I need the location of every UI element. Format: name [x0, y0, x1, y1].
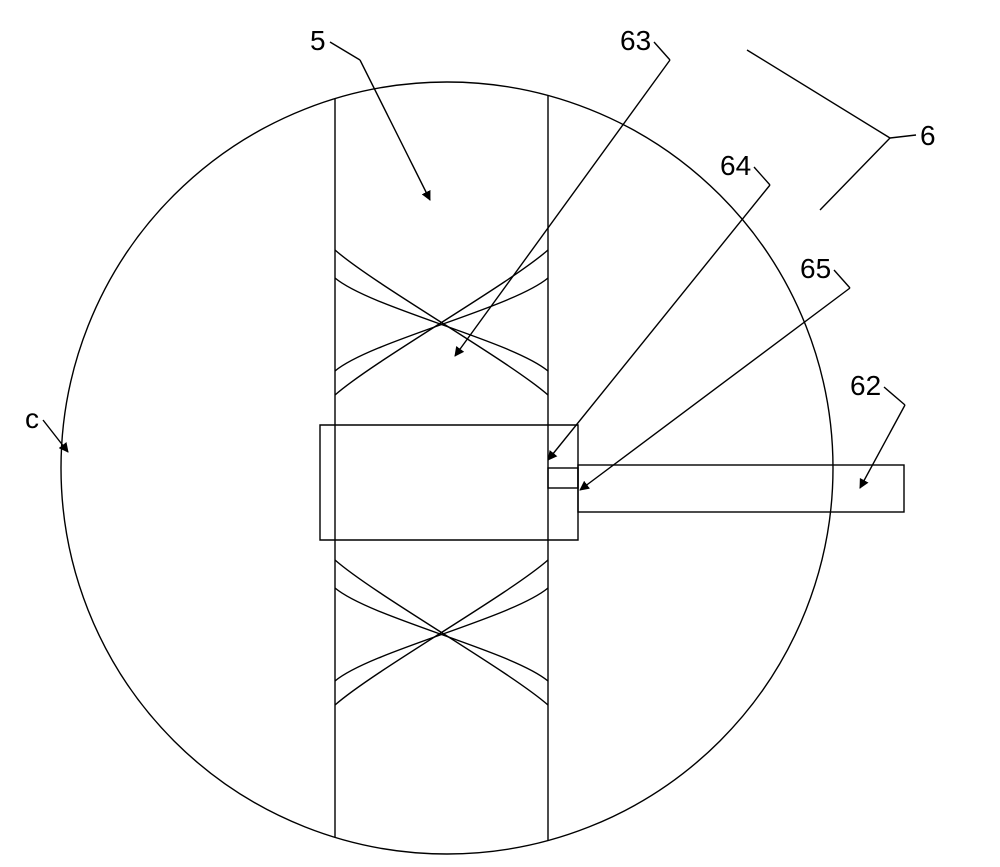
label-63: 63 — [620, 25, 651, 56]
groove-lower-b-outer — [335, 560, 548, 705]
leader-5 — [360, 60, 430, 200]
label-65: 65 — [800, 253, 831, 284]
leader-6-a — [747, 50, 890, 138]
slider-collar — [320, 425, 578, 540]
leader-65 — [580, 288, 850, 490]
leader-65-h — [834, 270, 850, 288]
leader-6-stub — [890, 135, 916, 138]
label-5: 5 — [310, 25, 326, 56]
leader-64-h — [754, 167, 770, 185]
arm — [578, 465, 904, 512]
leader-62-h — [884, 387, 905, 405]
label-64: 64 — [720, 150, 751, 181]
leader-6-b — [820, 138, 890, 210]
groove-lower-b-inner — [335, 588, 548, 681]
label-62: 62 — [850, 370, 881, 401]
leader-5-h — [330, 42, 360, 60]
leader-63 — [455, 60, 670, 356]
label-c: c — [25, 403, 39, 434]
leader-63-h — [654, 42, 670, 60]
label-6: 6 — [920, 120, 936, 151]
leader-64 — [548, 185, 770, 460]
groove-upper-b-inner — [335, 278, 548, 371]
leader-62 — [860, 405, 905, 488]
leader-c — [43, 420, 68, 452]
